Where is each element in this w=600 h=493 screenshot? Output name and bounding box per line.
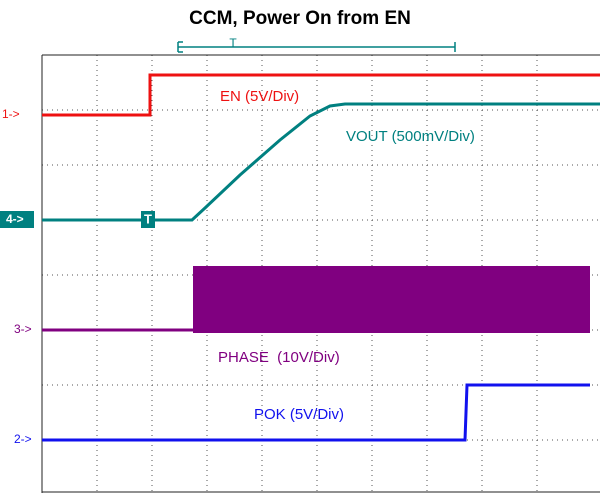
trigger-marker: T bbox=[229, 36, 237, 50]
trace-label: VOUT (500mV/Div) bbox=[346, 128, 475, 145]
vout-trace bbox=[42, 102, 600, 222]
phase-switching bbox=[193, 266, 590, 333]
trace-label: EN (5V/Div) bbox=[220, 88, 299, 105]
trace-label: PHASE (10V/Div) bbox=[218, 349, 340, 366]
title: CCM, Power On from EN bbox=[189, 8, 411, 29]
trigger-point: T bbox=[144, 211, 152, 226]
trigger-point-box bbox=[141, 211, 155, 228]
en-trace bbox=[42, 73, 600, 117]
channel-marker-box bbox=[0, 211, 34, 228]
channel-marker: 2-> bbox=[14, 432, 32, 446]
trigger-bar bbox=[177, 41, 456, 53]
channel-marker: 3-> bbox=[14, 322, 32, 336]
channel-marker: 4-> bbox=[6, 212, 24, 226]
pok-trace bbox=[42, 383, 590, 442]
channel-marker: 1-> bbox=[2, 107, 20, 121]
trace-label: POK (5V/Div) bbox=[254, 406, 344, 423]
